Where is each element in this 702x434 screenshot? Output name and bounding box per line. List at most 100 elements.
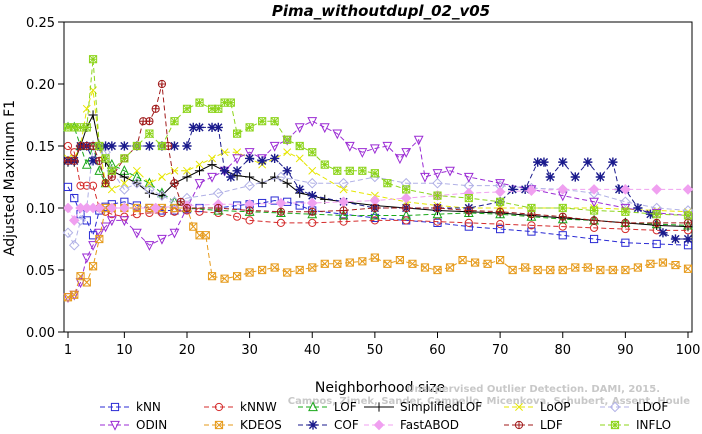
data-point (144, 241, 155, 251)
data-point (357, 148, 368, 158)
data-point (401, 209, 412, 220)
data-point (646, 259, 655, 268)
data-point (245, 206, 254, 215)
data-point (433, 191, 442, 200)
legend-item-inflo: INFLO (600, 418, 671, 432)
y-tick-label: 0.25 (26, 16, 55, 31)
data-point (119, 172, 129, 182)
legend-swatch-marker (610, 420, 620, 430)
data-point (470, 258, 480, 267)
legend-swatch-marker (515, 403, 523, 411)
data-point (608, 157, 618, 167)
data-point (145, 129, 154, 138)
data-point (521, 263, 530, 272)
data-point (496, 220, 505, 229)
data-point (589, 234, 599, 244)
data-point (63, 141, 73, 151)
data-point (583, 157, 593, 167)
data-point (194, 122, 205, 132)
legend-item-knnw: kNNW (204, 400, 277, 414)
data-point (245, 123, 254, 132)
data-point (169, 141, 180, 151)
data-point (402, 216, 411, 225)
data-point (620, 196, 631, 208)
data-point (213, 204, 224, 215)
data-point (401, 148, 412, 158)
data-point (232, 212, 242, 221)
data-point (496, 224, 505, 234)
series-line (68, 83, 688, 224)
data-point (345, 258, 354, 267)
data-point (82, 123, 91, 132)
data-point (432, 177, 443, 189)
data-point (283, 148, 292, 157)
data-point (157, 141, 167, 151)
data-point (370, 253, 379, 262)
legend-label: kNN (136, 400, 161, 414)
data-point (339, 185, 348, 194)
data-point (306, 197, 318, 209)
data-point (144, 184, 155, 195)
data-point (596, 265, 605, 275)
data-point (119, 202, 130, 214)
data-point (232, 129, 242, 138)
data-point (81, 158, 92, 169)
chart-title: Pima_withoutdupl_02_v05 (272, 2, 490, 20)
data-point (400, 192, 412, 204)
data-point (207, 122, 217, 132)
data-point (319, 123, 330, 134)
data-point (402, 185, 411, 194)
data-point (82, 216, 91, 225)
data-point (169, 228, 180, 239)
data-point (496, 255, 505, 265)
data-point (144, 188, 155, 198)
data-point (382, 141, 393, 152)
data-point (307, 208, 318, 219)
data-point (119, 216, 130, 227)
data-point (621, 238, 630, 247)
data-point (658, 258, 668, 267)
data-point (308, 148, 317, 157)
data-point (651, 208, 662, 219)
data-point (633, 203, 643, 213)
y-tick-label: 0.00 (26, 326, 55, 341)
data-point (70, 193, 79, 203)
data-point (527, 221, 536, 230)
data-point (220, 274, 229, 283)
data-point (270, 172, 280, 182)
data-point (445, 166, 455, 177)
legend: kNN kNNW LOF SimplifiedLOF LoOP LDOF ODIN KDEOS… (100, 400, 671, 432)
data-point (464, 206, 473, 215)
data-point (81, 253, 92, 264)
data-point (496, 207, 505, 216)
data-point (157, 191, 167, 201)
data-point (621, 207, 630, 216)
y-tick-label: 0.10 (26, 202, 55, 217)
data-point (533, 157, 543, 167)
data-point (558, 157, 568, 167)
data-point (495, 179, 506, 189)
data-point (496, 197, 505, 206)
data-point (294, 123, 305, 134)
data-point (151, 104, 160, 113)
data-point (100, 141, 111, 151)
series-ldf (63, 79, 693, 227)
data-point (526, 210, 537, 221)
legend-swatch-marker (374, 402, 384, 412)
data-point (333, 166, 342, 175)
data-point (652, 239, 661, 249)
data-point (257, 156, 267, 166)
data-point (170, 117, 179, 126)
data-point (232, 166, 242, 176)
data-point (339, 206, 348, 215)
x-tick-label: 20 (179, 343, 196, 358)
data-point (358, 166, 367, 175)
data-point (245, 153, 255, 163)
data-point (651, 184, 662, 195)
legend-label: FastABOD (400, 418, 459, 432)
legend-swatch-marker (110, 402, 120, 412)
data-point (432, 208, 443, 219)
series-cof (63, 122, 693, 244)
legend-item-ldf: LDF (504, 418, 563, 432)
data-point (369, 209, 380, 220)
